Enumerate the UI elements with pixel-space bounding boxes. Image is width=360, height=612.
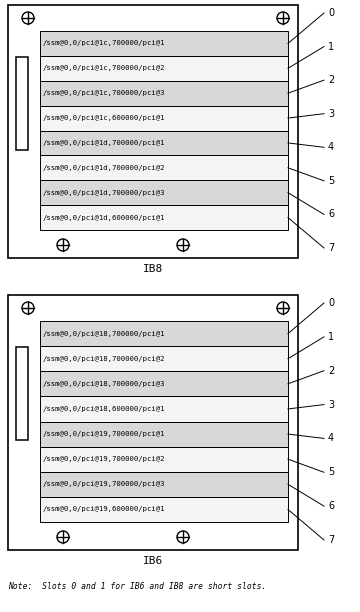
Text: IB6: IB6 xyxy=(143,556,163,566)
Bar xyxy=(40,472,288,497)
Text: /ssm@0,0/pci@19,700000/pci@1: /ssm@0,0/pci@19,700000/pci@1 xyxy=(43,431,166,437)
Text: /ssm@0,0/pci@1d,600000/pci@1: /ssm@0,0/pci@1d,600000/pci@1 xyxy=(43,215,166,220)
Text: /ssm@0,0/pci@1d,700000/pci@3: /ssm@0,0/pci@1d,700000/pci@3 xyxy=(43,190,166,196)
Text: /ssm@0,0/pci@19,600000/pci@1: /ssm@0,0/pci@19,600000/pci@1 xyxy=(43,507,166,512)
Text: 7: 7 xyxy=(328,535,334,545)
Bar xyxy=(40,155,288,181)
Text: 6: 6 xyxy=(328,209,334,220)
Text: 5: 5 xyxy=(328,176,334,186)
Text: 6: 6 xyxy=(328,501,334,511)
Text: /ssm@0,0/pci@1d,700000/pci@2: /ssm@0,0/pci@1d,700000/pci@2 xyxy=(43,165,166,171)
Bar xyxy=(8,5,298,258)
Bar xyxy=(40,397,288,422)
Text: /ssm@0,0/pci@1c,700000/pci@2: /ssm@0,0/pci@1c,700000/pci@2 xyxy=(43,65,166,72)
Bar xyxy=(40,81,288,106)
Text: 1: 1 xyxy=(328,42,334,51)
Text: /ssm@0,0/pci@18,700000/pci@2: /ssm@0,0/pci@18,700000/pci@2 xyxy=(43,356,166,362)
Text: 3: 3 xyxy=(328,400,334,409)
Bar xyxy=(40,497,288,522)
Bar xyxy=(40,181,288,205)
Bar xyxy=(40,31,288,56)
Bar xyxy=(40,371,288,397)
Text: /ssm@0,0/pci@18,700000/pci@1: /ssm@0,0/pci@18,700000/pci@1 xyxy=(43,330,166,337)
Bar xyxy=(40,106,288,130)
Bar xyxy=(40,346,288,371)
Text: IB8: IB8 xyxy=(143,264,163,274)
Text: 2: 2 xyxy=(328,75,334,85)
Bar xyxy=(40,130,288,155)
Text: 3: 3 xyxy=(328,109,334,119)
Text: 7: 7 xyxy=(328,243,334,253)
Bar xyxy=(40,422,288,447)
Text: 1: 1 xyxy=(328,332,334,342)
Text: 4: 4 xyxy=(328,142,334,152)
Text: /ssm@0,0/pci@18,600000/pci@1: /ssm@0,0/pci@18,600000/pci@1 xyxy=(43,406,166,412)
Text: /ssm@0,0/pci@19,700000/pci@3: /ssm@0,0/pci@19,700000/pci@3 xyxy=(43,481,166,487)
Text: Note:  Slots 0 and 1 for IB6 and IB8 are short slots.: Note: Slots 0 and 1 for IB6 and IB8 are … xyxy=(8,582,266,591)
Text: 5: 5 xyxy=(328,468,334,477)
Text: 2: 2 xyxy=(328,366,334,376)
Text: /ssm@0,0/pci@19,700000/pci@2: /ssm@0,0/pci@19,700000/pci@2 xyxy=(43,456,166,462)
Text: /ssm@0,0/pci@1c,700000/pci@1: /ssm@0,0/pci@1c,700000/pci@1 xyxy=(43,40,166,47)
Bar xyxy=(8,295,298,550)
Bar xyxy=(40,321,288,346)
Text: 0: 0 xyxy=(328,8,334,18)
Text: /ssm@0,0/pci@18,700000/pci@3: /ssm@0,0/pci@18,700000/pci@3 xyxy=(43,381,166,387)
Text: /ssm@0,0/pci@1d,700000/pci@1: /ssm@0,0/pci@1d,700000/pci@1 xyxy=(43,140,166,146)
Text: /ssm@0,0/pci@1c,700000/pci@3: /ssm@0,0/pci@1c,700000/pci@3 xyxy=(43,90,166,96)
Bar xyxy=(16,57,28,150)
Bar xyxy=(40,56,288,81)
Bar xyxy=(16,347,28,440)
Text: /ssm@0,0/pci@1c,600000/pci@1: /ssm@0,0/pci@1c,600000/pci@1 xyxy=(43,115,166,121)
Text: 0: 0 xyxy=(328,298,334,308)
Bar xyxy=(40,447,288,472)
Bar xyxy=(40,205,288,230)
Text: 4: 4 xyxy=(328,433,334,444)
